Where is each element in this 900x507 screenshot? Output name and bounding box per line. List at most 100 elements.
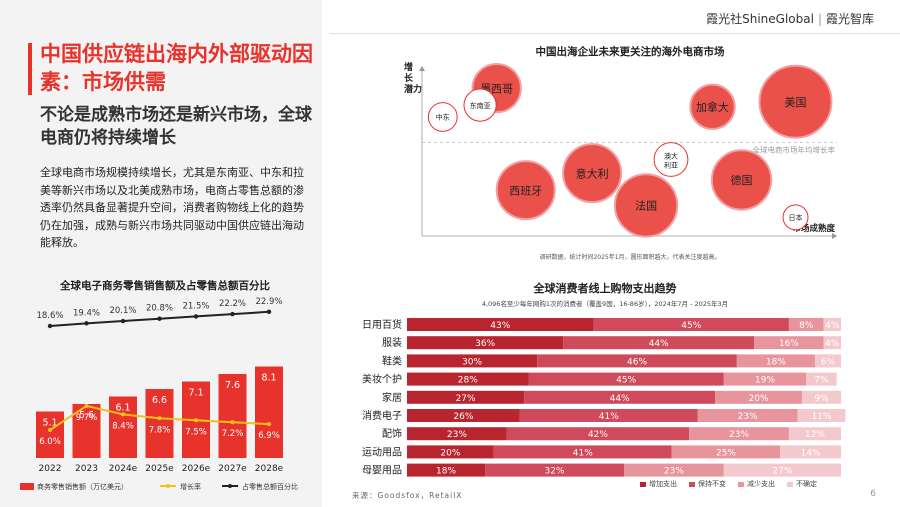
bubble-label: 中东 <box>436 113 450 122</box>
segment-label: 44% <box>649 339 669 349</box>
bubble-德国 <box>710 149 773 211</box>
segment-保持不变 <box>485 463 624 477</box>
segment-label: 9% <box>814 394 829 404</box>
segment-增加支出 <box>407 318 594 331</box>
bar-label: 7.6 <box>225 380 240 391</box>
reference-line-label: 全球电商市场年均增长率 <box>753 145 836 155</box>
growth-point <box>121 412 125 417</box>
stacked-chart-subtitle: 4,096名至少每年网购1次的消费者（覆盖9国，16-86岁），2024年7月 … <box>481 300 729 308</box>
legend-label-bars: 商务零售销售额（万亿美元） <box>37 482 128 491</box>
legend-label: 减少支出 <box>747 480 775 488</box>
segment-label: 41% <box>573 448 593 458</box>
segment-不确定 <box>788 427 841 441</box>
segment-减少支出 <box>689 427 789 441</box>
segment-label: 16% <box>779 339 799 349</box>
bubble-东南亚 <box>463 88 497 122</box>
row-label: 服装 <box>382 336 402 349</box>
row-label: 日用百货 <box>362 318 402 331</box>
bubble-加拿大 <box>689 83 736 130</box>
segment-不确定 <box>814 354 841 368</box>
segment-减少支出 <box>697 409 798 422</box>
legend-label: 不确定 <box>796 480 817 488</box>
bar-label: 6.1 <box>115 403 130 414</box>
share-point <box>84 321 89 326</box>
segment-label: 23% <box>729 430 749 440</box>
segment-保持不变 <box>524 390 716 404</box>
bar-label: 5.1 <box>42 418 57 429</box>
page-headline: 中国供应链出海内外部驱动因素：市场供需 <box>40 42 313 94</box>
segment-label: 14% <box>801 448 821 458</box>
growth-point <box>84 403 89 408</box>
bar-label: 8.1 <box>261 373 276 384</box>
legend-item: 减少支出 <box>738 479 775 489</box>
segment-增加支出 <box>407 336 564 350</box>
bubble-中东 <box>427 102 458 132</box>
segment-增加支出 <box>407 427 507 441</box>
segment-label: 46% <box>627 357 647 367</box>
segment-减少支出 <box>788 318 824 331</box>
segment-label: 4% <box>825 339 840 349</box>
segment-label: 41% <box>599 412 619 422</box>
row-label: 美妆个护 <box>362 373 402 386</box>
share-point <box>47 323 53 329</box>
segment-label: 7% <box>814 376 829 386</box>
segment-label: 28% <box>458 376 478 386</box>
growth-point <box>157 416 162 421</box>
x-tick-label: 2024e <box>109 464 138 474</box>
row-label: 母婴用品 <box>362 465 402 477</box>
growth-point <box>267 422 271 427</box>
bubble-label: 日本 <box>789 213 803 222</box>
bar-2027e <box>218 374 247 458</box>
brand-sub: 霞光智库 <box>825 12 874 26</box>
legend-item: 增加支出 <box>640 479 677 489</box>
accent-bar <box>28 43 32 95</box>
segment-减少支出 <box>715 390 802 404</box>
bubble-chart-note: 调研数据，统计时间2025年1月，圆形面积越大，代表关注度越高。 <box>539 254 721 261</box>
segment-label: 27% <box>456 394 476 404</box>
growth-label: 6.9% <box>258 431 280 441</box>
source-note: 来源：Goodsfox，RetailX <box>352 491 463 500</box>
legend-item: 不确定 <box>787 479 817 489</box>
segment-增加支出 <box>407 409 520 422</box>
bubble-label: 法国 <box>635 199 657 213</box>
row-label: 运动用品 <box>362 446 402 458</box>
x-tick-label: 2028e <box>255 464 284 474</box>
segment-label: 23% <box>447 430 467 440</box>
segment-增加支出 <box>407 354 538 368</box>
growth-label: 9.7% <box>76 413 98 423</box>
brand-name-en: ShineGlobal <box>742 12 814 26</box>
x-tick-label: 2025e <box>145 464 174 474</box>
segment-label: 20% <box>440 448 460 458</box>
row-label: 家居 <box>382 391 402 404</box>
segment-不确定 <box>806 372 837 386</box>
row-label: 鞋类 <box>382 354 402 367</box>
share-label: 21.5% <box>182 301 209 311</box>
segment-label: 43% <box>490 321 510 331</box>
bar-2022 <box>36 411 64 458</box>
segment-label: 11% <box>811 412 831 422</box>
growth-point <box>194 418 198 423</box>
share-label: 20.8% <box>146 304 173 314</box>
bubble-label: 意大利 <box>576 166 609 180</box>
segment-保持不变 <box>493 445 672 459</box>
segment-label: 45% <box>681 321 701 331</box>
segment-label: 27% <box>772 467 792 477</box>
segment-label: 26% <box>453 412 473 422</box>
x-tick-label: 2023 <box>75 464 98 474</box>
legend-swatch-bars <box>20 483 34 490</box>
segment-label: 32% <box>545 467 565 477</box>
bubble-澳大利亚 <box>653 142 689 177</box>
legend-dot-growth <box>166 484 170 488</box>
segment-减少支出 <box>736 354 815 368</box>
row-label: 配饰 <box>382 427 402 440</box>
segment-label: 12% <box>805 430 825 440</box>
x-axis-arrow <box>832 233 837 239</box>
share-point <box>193 314 199 319</box>
bar-2028e <box>255 366 283 458</box>
segment-label: 8% <box>799 321 814 331</box>
legend-swatch <box>689 481 695 487</box>
segment-减少支出 <box>671 445 781 459</box>
bar-label: 7.1 <box>188 388 203 399</box>
segment-增加支出 <box>407 372 529 386</box>
